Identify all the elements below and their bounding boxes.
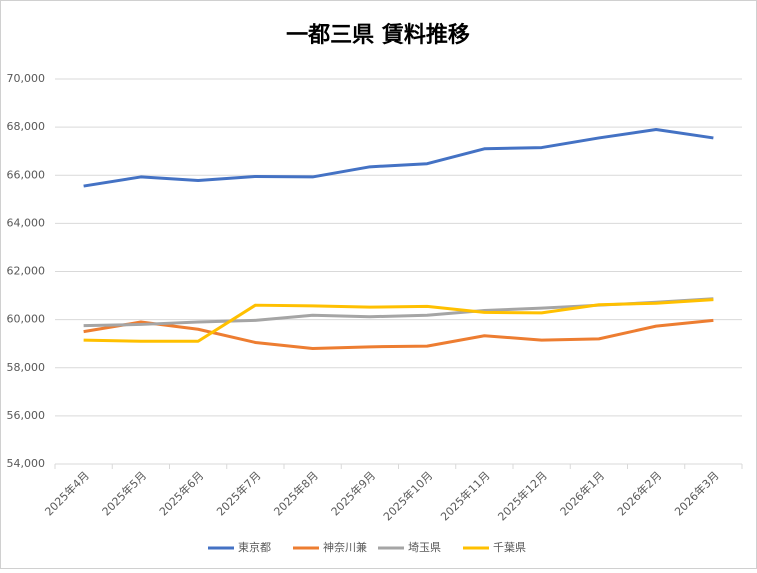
- series-line: [83, 128, 714, 188]
- legend-label: 埼玉県: [408, 540, 441, 554]
- y-tick-label: 66,000: [7, 168, 46, 181]
- legend-label: 東京都: [238, 540, 271, 554]
- legend-label: 神奈川兼: [323, 540, 367, 554]
- chart-title: 一都三県 賃料推移: [286, 22, 470, 48]
- y-tick-label: 62,000: [7, 265, 46, 278]
- series-line: [83, 318, 714, 350]
- legend-label: 千葉県: [493, 540, 526, 554]
- y-tick-label: 58,000: [7, 361, 46, 374]
- y-tick-label: 68,000: [7, 120, 46, 133]
- y-tick-label: 64,000: [7, 216, 46, 229]
- y-tick-label: 60,000: [7, 313, 46, 326]
- series-line: [83, 298, 714, 343]
- y-tick-label: 56,000: [7, 409, 46, 422]
- y-tick-label: 54,000: [7, 457, 46, 470]
- y-tick-label: 70,000: [7, 72, 46, 85]
